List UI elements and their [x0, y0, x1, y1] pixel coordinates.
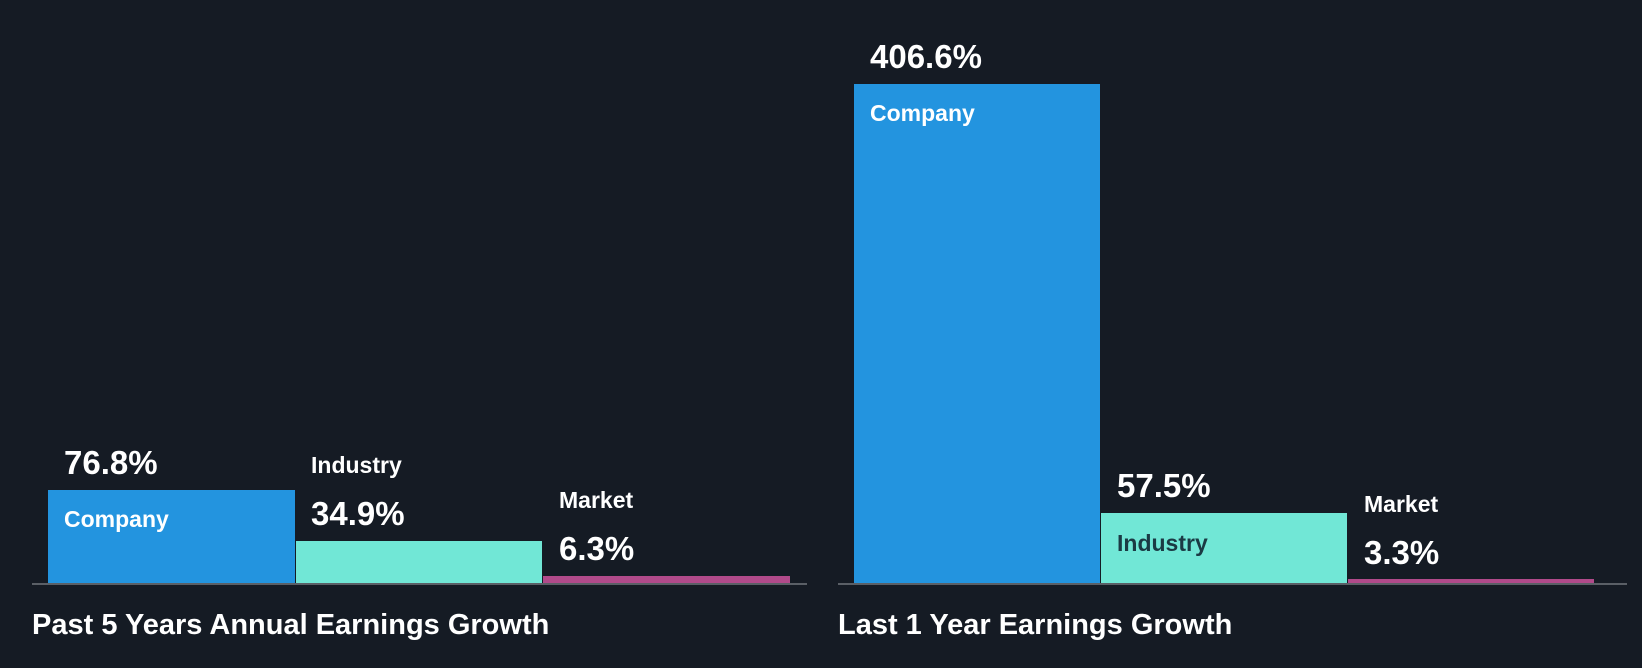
value-industry: 57.5%	[1117, 467, 1211, 504]
bar-company	[48, 490, 295, 583]
value-market: 3.3%	[1364, 534, 1440, 571]
past-5-years-chart: 76.8% Company Industry 34.9% Market 6.3%…	[32, 444, 807, 641]
x-axis	[838, 583, 1627, 585]
x-axis	[32, 583, 807, 585]
last-1-year-chart: 406.6% Company 57.5% Industry Market 3.3…	[821, 0, 1642, 668]
bar-industry	[1101, 513, 1347, 583]
value-company: 406.6%	[870, 38, 982, 75]
label-industry: Industry	[311, 452, 402, 478]
label-market: Market	[559, 487, 634, 513]
value-market: 6.3%	[559, 530, 635, 567]
value-company: 76.8%	[64, 444, 158, 481]
chart-title: Past 5 Years Annual Earnings Growth	[32, 609, 550, 641]
bar-market	[543, 576, 790, 583]
label-industry: Industry	[1117, 530, 1208, 556]
bar-company	[854, 84, 1100, 583]
chart-title: Last 1 Year Earnings Growth	[838, 609, 1233, 641]
label-company: Company	[870, 100, 975, 126]
label-market: Market	[1364, 491, 1439, 517]
value-industry: 34.9%	[311, 495, 405, 532]
label-company: Company	[64, 506, 169, 532]
bar-industry	[296, 541, 542, 583]
bar-market	[1348, 579, 1594, 583]
